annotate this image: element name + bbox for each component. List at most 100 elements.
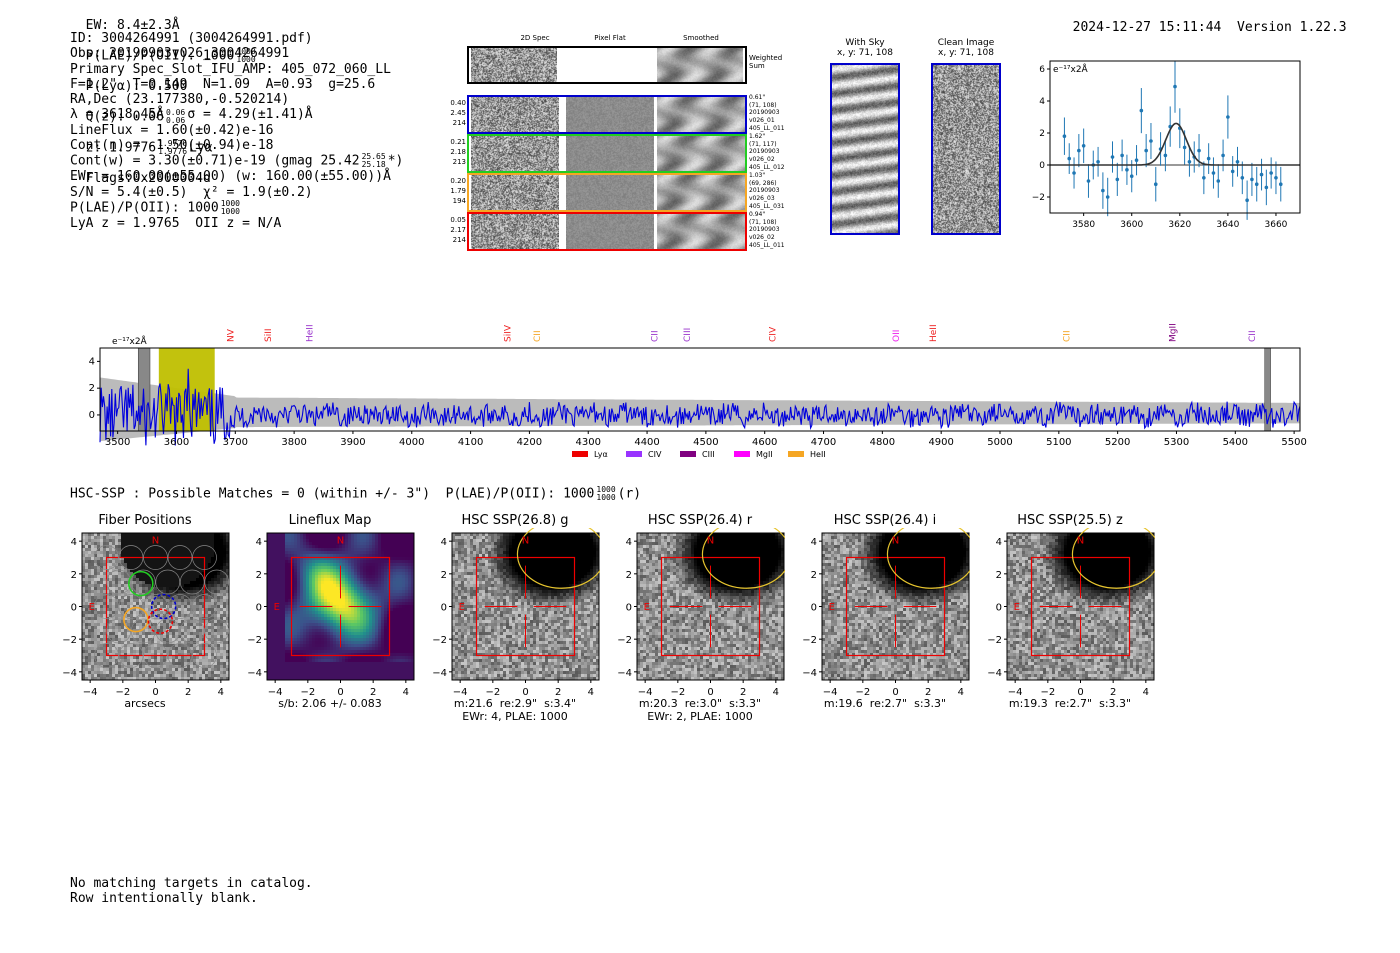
legend-swatch bbox=[572, 451, 588, 457]
cutout-row-info: 0.94" (71, 108) 20190903 v026_02 405_LL_011 bbox=[749, 211, 785, 249]
fiber-circle bbox=[204, 618, 230, 644]
error-band bbox=[100, 377, 1300, 442]
data-point bbox=[1067, 156, 1072, 161]
fiber-circle bbox=[143, 643, 168, 668]
fiber-circle bbox=[192, 545, 217, 570]
full-spectrum-plot: 4 2 0 3500 3600 3700 3800 3900 4000 4100 4200 4300 4… bbox=[89, 323, 1307, 459]
x-tick-label: −2 bbox=[485, 687, 500, 698]
cutout-image bbox=[657, 97, 745, 132]
line-fit-plot: 6 4 2 0 −2 3580 3600 3620 3640 3660 e⁻¹⁷x2Å bbox=[1032, 60, 1301, 230]
data-point bbox=[1240, 176, 1245, 180]
cutout-image bbox=[657, 214, 745, 249]
data-point bbox=[1129, 174, 1134, 178]
fiber-circle bbox=[130, 569, 156, 595]
data-point bbox=[1134, 158, 1139, 162]
y-tick-label: 4 bbox=[441, 537, 447, 548]
x-tick-label: 2 bbox=[925, 687, 931, 698]
panel-caption: s/b: 2.06 +/- 0.083 bbox=[278, 697, 382, 710]
x-tick-label: −4 bbox=[638, 687, 653, 698]
y-tick-label: 0 bbox=[256, 603, 262, 614]
data-point bbox=[1245, 198, 1249, 202]
weighted-smoothed bbox=[657, 48, 743, 82]
datetime: 2024-12-27 15:11:44 bbox=[1072, 20, 1222, 35]
cutout-row-info: 0.61" (71, 108) 20190903 v026_01 405_LL_011 bbox=[749, 94, 785, 132]
north-label: N bbox=[152, 536, 159, 547]
x-tick-label: 4000 bbox=[399, 437, 424, 448]
lya-line: LyA z = 1.9765 OII z = N/A bbox=[70, 215, 282, 231]
emission-line-label: OII bbox=[892, 330, 902, 342]
search-box bbox=[105, 556, 206, 657]
x-tick-label: 4 bbox=[958, 687, 964, 698]
y-tick-label: −2 bbox=[1032, 193, 1045, 203]
clean-image bbox=[931, 63, 1001, 235]
fiber-circle bbox=[167, 594, 193, 619]
x-tick-label: 4900 bbox=[928, 437, 953, 448]
fiber-circle bbox=[204, 569, 230, 595]
x-tick-label: 4100 bbox=[458, 437, 483, 448]
data-point bbox=[1120, 153, 1124, 158]
emission-line-label: CII bbox=[533, 330, 543, 342]
x-tick-label: −2 bbox=[300, 687, 315, 698]
data-point bbox=[1139, 108, 1144, 113]
panel-image bbox=[82, 533, 229, 680]
data-point bbox=[1202, 176, 1206, 180]
x-tick-label: −2 bbox=[855, 687, 870, 698]
y-tick-label: 2 bbox=[71, 570, 77, 581]
plya-label: P(Lyα): 0.500 bbox=[85, 79, 188, 94]
panel-title: HSC SSP(26.4) i bbox=[833, 513, 937, 528]
x-tick-label: 4700 bbox=[811, 437, 836, 448]
cutout-row bbox=[467, 134, 747, 173]
flags-label: Flags:0x2000004d bbox=[85, 171, 211, 186]
emission-line-label: CII bbox=[1248, 330, 1258, 342]
fiber-circle bbox=[94, 545, 119, 570]
x-tick-label: 0 bbox=[892, 687, 898, 698]
x-tick-label: 4 bbox=[773, 687, 779, 698]
x-tick-label: 0 bbox=[337, 687, 343, 698]
y-tick-label: −4 bbox=[432, 668, 447, 679]
col-label-2d-spec: 2D Spec bbox=[520, 34, 550, 42]
legend-label: CIII bbox=[702, 450, 715, 459]
fiber-circle bbox=[94, 594, 119, 619]
panel-caption: m:20.3 re:3.0" s:3.3" bbox=[638, 697, 762, 710]
data-point bbox=[1086, 179, 1091, 183]
y-tick-label: −2 bbox=[432, 635, 447, 646]
hsc-cutout-panel: N E 4 2 0 −2 −4 −4 −2 0 2 4 bbox=[617, 528, 785, 698]
y-tick-label: 4 bbox=[71, 537, 77, 548]
y-tick-label: −2 bbox=[62, 635, 77, 646]
info-line: λ = 3618.45Å σ = 4.29(±1.41)Å bbox=[70, 107, 313, 123]
x-tick-label: 4800 bbox=[870, 437, 895, 448]
weighted-2d-spec bbox=[471, 48, 557, 82]
data-point bbox=[1101, 188, 1105, 193]
plot-frame bbox=[99, 347, 1301, 432]
y-tick-label: 2 bbox=[626, 570, 632, 581]
plae-fraction: 1000 1000 bbox=[236, 47, 256, 64]
fiber-circle bbox=[143, 594, 168, 619]
data-point bbox=[1211, 171, 1216, 175]
fiber-circle bbox=[192, 594, 217, 619]
plae-line: P(LAE)/P(OII): 1000 1000 1000 bbox=[70, 198, 240, 216]
y-tick-label: 4 bbox=[626, 537, 632, 548]
with-sky-image bbox=[830, 63, 900, 235]
y-tick-label: −4 bbox=[62, 668, 77, 679]
y-tick-label: 6 bbox=[1039, 65, 1045, 75]
info-line: ID: 3004264991 (3004264991.pdf) bbox=[70, 31, 313, 46]
emission-line-label: HeII bbox=[305, 324, 315, 342]
east-label: E bbox=[829, 602, 835, 613]
legend-swatch bbox=[680, 451, 696, 457]
cutout-image bbox=[657, 136, 745, 171]
panel-image bbox=[637, 533, 784, 680]
data-point bbox=[1149, 139, 1153, 143]
data-point bbox=[1182, 145, 1187, 150]
x-tick-label: 2 bbox=[185, 687, 191, 698]
cutout-image bbox=[566, 214, 654, 249]
col-label-smoothed: Smoothed bbox=[683, 34, 719, 42]
panel-title: Lineflux Map bbox=[288, 513, 372, 528]
unit-label: e⁻¹⁷x2Å bbox=[112, 335, 148, 347]
unit-label: e⁻¹⁷x2Å bbox=[1053, 63, 1089, 75]
x-tick-label: −4 bbox=[823, 687, 838, 698]
legend-swatch bbox=[788, 451, 804, 457]
data-point bbox=[1077, 148, 1081, 153]
source-ellipse bbox=[886, 528, 970, 589]
search-box bbox=[845, 556, 946, 657]
x-tick-label: 4 bbox=[1143, 687, 1149, 698]
